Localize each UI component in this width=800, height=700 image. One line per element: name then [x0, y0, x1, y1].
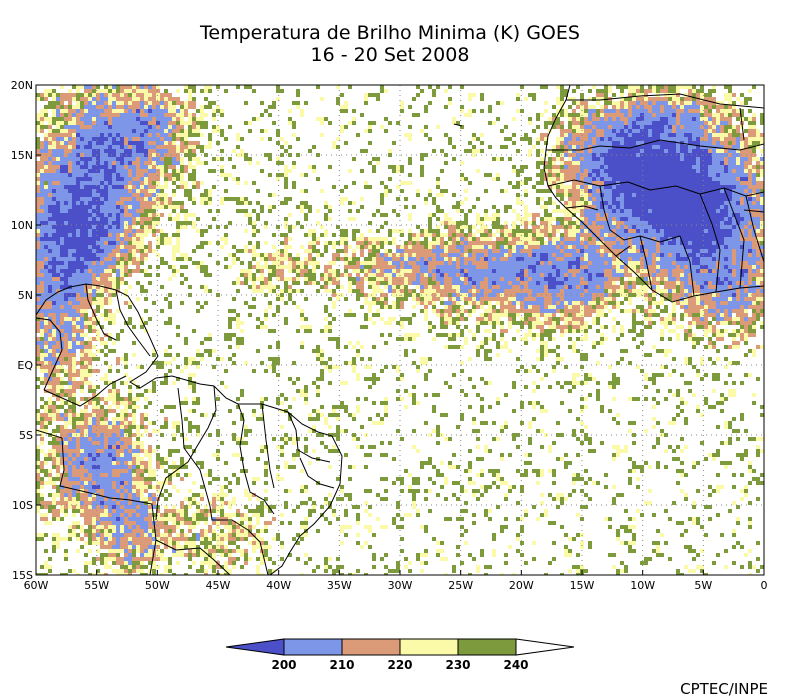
y-tick-label: 5S: [19, 429, 33, 442]
y-tick-label: 10S: [12, 499, 33, 512]
credit-label: CPTEC/INPE: [680, 680, 768, 698]
map-title: Temperatura de Brilho Minima (K) GOES: [200, 22, 580, 44]
africa-border-4: [639, 235, 653, 291]
x-tick-label: 45W: [206, 579, 231, 592]
colorbar-230-240: [457, 638, 517, 656]
y-tick-label: 5N: [18, 289, 33, 302]
y-tick-label: EQ: [17, 359, 33, 372]
border-venezuela-colombia: [36, 317, 63, 391]
y-tick-label: 20N: [11, 79, 33, 92]
africa-border-1: [546, 139, 764, 151]
border-brazil-states-5: [287, 411, 331, 463]
colorbar-label-240: 240: [503, 658, 528, 672]
africa-border-2: [547, 179, 764, 197]
axis-ticks: 60W 55W 50W 45W 40W 35W 30W 25W 20W 15W 10W 5W 0 20N 1…: [11, 79, 768, 592]
x-tick-label: 25W: [448, 579, 473, 592]
colorbar-legend: 200 210 220 230 240: [225, 638, 575, 672]
colorbar-220-230: [399, 638, 459, 656]
border-brazil-states-8: [155, 461, 189, 521]
colorbar-label-230: 230: [445, 658, 470, 672]
x-tick-label: 60W: [24, 579, 49, 592]
colorbar-above-240: [515, 638, 575, 656]
x-tick-label: 20W: [509, 579, 534, 592]
y-tick-label: 15S: [12, 569, 33, 582]
x-tick-label: 10W: [630, 579, 655, 592]
africa-border-13: [743, 209, 764, 213]
border-brazil-states-2: [187, 385, 217, 463]
border-brazil-states-6: [299, 457, 335, 489]
colorbar-label-210: 210: [329, 658, 354, 672]
y-tick-label: 15N: [11, 149, 33, 162]
x-tick-label: 50W: [145, 579, 170, 592]
colorbar-label-220: 220: [387, 658, 412, 672]
border-brazil-states-4: [261, 403, 275, 489]
x-tick-label: 55W: [84, 579, 109, 592]
border-brazil-states-1: [177, 387, 269, 575]
africa-border-11: [565, 205, 599, 211]
cape-verde-island: [453, 123, 463, 127]
africa-border-5: [679, 235, 695, 297]
border-brazil-states-7: [155, 539, 231, 575]
lat-lon-gridlines: [36, 85, 764, 575]
border-suriname-guiana: [115, 289, 151, 357]
x-tick-label: 0: [761, 579, 768, 592]
x-tick-label: 40W: [266, 579, 291, 592]
colorbar-label-200: 200: [271, 658, 296, 672]
brightness-temperature-field: [36, 85, 764, 575]
x-tick-label: 30W: [388, 579, 413, 592]
africa-border-9: [566, 93, 764, 109]
africa-border-10: [739, 107, 745, 141]
colorbar-below-200: [225, 638, 285, 656]
south-america-coastline: [36, 283, 343, 575]
africa-border-3: [599, 185, 681, 243]
border-brazil-north: [43, 375, 127, 407]
border-brazil-states-3: [237, 403, 275, 515]
border-guyana: [85, 283, 117, 341]
africa-border-7: [723, 187, 745, 289]
map-subtitle-dates: 16 - 20 Set 2008: [310, 44, 470, 66]
colorbar-200-210: [283, 638, 343, 656]
africa-border-6: [699, 193, 721, 293]
x-tick-label: 15W: [570, 579, 595, 592]
border-peru-brazil: [36, 429, 157, 575]
y-tick-label: 10N: [11, 219, 33, 232]
africa-border-12: [615, 245, 631, 257]
x-tick-label: 35W: [327, 579, 352, 592]
africa-border-8: [745, 195, 764, 263]
coastlines-and-borders: [36, 85, 764, 575]
x-tick-label: 5W: [694, 579, 712, 592]
colorbar-210-220: [341, 638, 401, 656]
